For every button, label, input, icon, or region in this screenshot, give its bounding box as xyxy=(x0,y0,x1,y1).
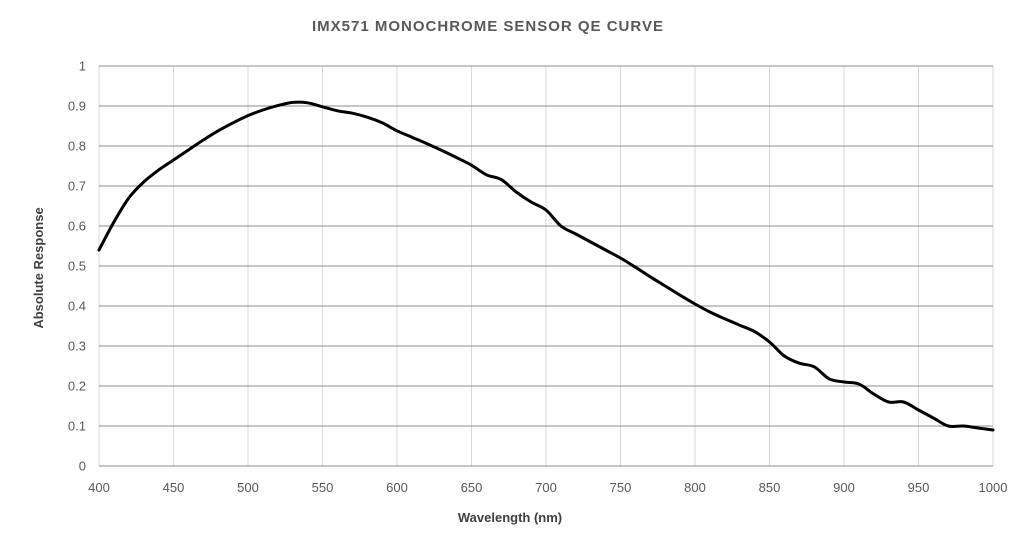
chart-title: IMX571 MONOCHROME SENSOR QE CURVE xyxy=(312,18,664,35)
y-tick-label: 0.8 xyxy=(68,139,86,154)
series-layer xyxy=(97,100,995,432)
x-axis-label: Wavelength (nm) xyxy=(458,510,562,525)
x-tick-label: 450 xyxy=(163,480,185,495)
y-tick-label: 0.1 xyxy=(68,419,86,434)
x-tick-label: 550 xyxy=(312,480,334,495)
x-tick-label: 900 xyxy=(833,480,855,495)
x-tick-label: 950 xyxy=(908,480,930,495)
y-tick-label: 0.4 xyxy=(68,299,86,314)
x-tick-label: 600 xyxy=(386,480,408,495)
y-axis-label: Absolute Response xyxy=(31,207,46,328)
y-tick-label: 0.6 xyxy=(68,219,86,234)
x-tick-label: 850 xyxy=(759,480,781,495)
y-tick-label: 0.2 xyxy=(68,379,86,394)
y-tick-label: 0.3 xyxy=(68,339,86,354)
tick-labels: 400 450 500 550 600 650 700 750 800 850 900 950 1000… xyxy=(68,59,1008,496)
qe-series-line xyxy=(97,100,995,432)
x-tick-label: 750 xyxy=(610,480,632,495)
x-tick-label: 500 xyxy=(237,480,259,495)
x-tick-label: 700 xyxy=(535,480,557,495)
y-tick-label: 0.7 xyxy=(68,179,86,194)
x-tick-label: 800 xyxy=(684,480,706,495)
y-tick-label: 1 xyxy=(79,59,86,74)
grid-lines xyxy=(98,65,994,467)
y-tick-label: 0.9 xyxy=(68,99,86,114)
x-tick-label: 650 xyxy=(461,480,483,495)
y-tick-label: 0 xyxy=(79,459,86,474)
x-tick-label: 1000 xyxy=(979,480,1008,495)
x-tick-label: 400 xyxy=(88,480,110,495)
y-tick-label: 0.5 xyxy=(68,259,86,274)
